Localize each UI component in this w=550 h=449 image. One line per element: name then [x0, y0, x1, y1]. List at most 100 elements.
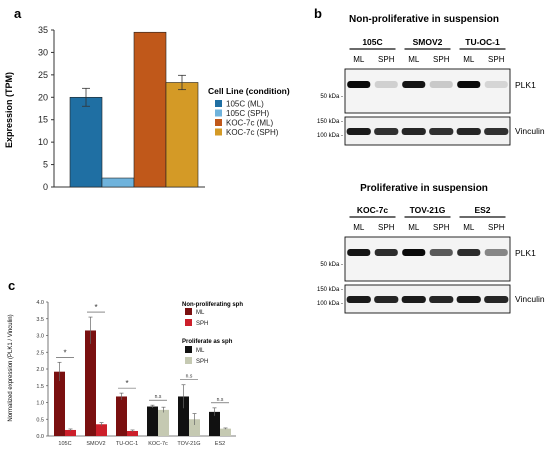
- panel-c-significance-mark: *: [94, 303, 97, 312]
- panel-c-y-tick-label: 3.0: [36, 334, 44, 340]
- panel-label-a: a: [14, 6, 22, 21]
- blot-plk1-band: [484, 249, 508, 256]
- blot-plk1-band: [429, 249, 453, 256]
- blot-vinculin-band: [429, 296, 454, 303]
- blot-lane-label: ML: [408, 223, 420, 232]
- blot-plk1-band: [457, 249, 481, 256]
- panel-c-legend-swatch: [185, 308, 192, 315]
- panel-c-x-tick-label: SMOV2: [86, 441, 105, 447]
- blot-marker-150kda: 150 kDa -: [317, 287, 343, 293]
- blot-vinculin-band: [456, 296, 481, 303]
- blot-marker-100kda: 100 kDa -: [317, 133, 343, 139]
- panel-c-bar: [209, 411, 220, 436]
- blot-plk1-band: [347, 249, 371, 256]
- panel-c-significance-mark: n.s: [186, 374, 193, 380]
- panel-a-legend-swatch: [215, 109, 222, 117]
- panel-a-legend-swatch: [215, 119, 222, 126]
- blot-lane-label: ML: [408, 55, 420, 64]
- blot-vinculin-band: [484, 128, 509, 135]
- panel-c-bar: [220, 428, 231, 436]
- panel-a-bar: [165, 82, 199, 188]
- blot-plk1-band: [402, 81, 426, 88]
- panel-c-bar: [116, 396, 127, 436]
- blot-plk1-band: [374, 81, 398, 88]
- blot-cell-line-label: 105C: [362, 37, 382, 47]
- panel-c-x-tick-label: KOC-7c: [148, 441, 168, 447]
- blot-plk1-band: [484, 81, 508, 88]
- panel-a-legend-label: KOC-7c (SPH): [226, 128, 279, 137]
- panel-c-significance-mark: *: [125, 379, 128, 388]
- panel-a-legend-title: Cell Line (condition): [208, 86, 290, 96]
- blot-lane-label: SPH: [488, 223, 505, 232]
- panel-a-y-tick-label: 30: [38, 47, 48, 57]
- blot-plk1-band: [374, 249, 398, 256]
- panel-a-y-tick-label: 0: [43, 182, 48, 192]
- panel-a-y-tick-label: 5: [43, 160, 48, 170]
- blot-marker-50kda: 50 kDa -: [320, 94, 343, 100]
- blot-lane-label: SPH: [378, 223, 395, 232]
- blot-lane-label: SPH: [433, 55, 450, 64]
- panel-a-bar: [69, 96, 103, 188]
- panel-c-legend-label: SPH: [196, 321, 208, 327]
- blot-vinculin-band: [484, 296, 509, 303]
- blot-lane-label: SPH: [433, 223, 450, 232]
- panel-c-bar: [54, 371, 65, 436]
- panel-c-significance-mark: *: [63, 348, 66, 357]
- blot-vinculin-band: [429, 128, 454, 135]
- panel-c-y-tick-label: 0.5: [36, 417, 44, 423]
- blot-plk1-membrane: [344, 68, 511, 114]
- panel-c-legend-swatch: [185, 346, 192, 353]
- panel-c-y-tick-label: 1.5: [36, 384, 44, 390]
- blot-vinculin-band: [346, 296, 371, 303]
- blot-vinculin-band: [374, 296, 399, 303]
- blot-marker-150kda: 150 kDa -: [317, 119, 343, 125]
- blot-plk1-label: PLK1: [515, 80, 536, 90]
- blot-cell-line-label: SMOV2: [413, 37, 443, 47]
- blot-vinculin-label: Vinculin: [515, 126, 545, 136]
- panel-a-chart: Expression (TPM) 0 5 10 15 20 25 30 35 Cell Lin…: [4, 25, 290, 192]
- panel-c-y-tick-label: 1.0: [36, 401, 44, 407]
- panel-c-x-tick-label: TU-OC-1: [116, 441, 138, 447]
- blot-lane-label: SPH: [488, 55, 505, 64]
- blot-lane-label: ML: [463, 55, 475, 64]
- panel-c-chart: Normalized expression (PLK1 / Vinculin) …: [8, 300, 243, 447]
- panel-b-western-blots: Non-proliferative in suspension Prolifer…: [317, 14, 545, 314]
- panel-c-bar: [65, 429, 76, 436]
- panel-c-bar: [147, 406, 158, 436]
- blot-cell-line-label: TU-OC-1: [465, 37, 500, 47]
- panel-label-b: b: [314, 6, 322, 21]
- panel-c-legend-title-2: Proliferate as sph: [182, 339, 233, 345]
- panel-a-legend-label: 105C (SPH): [226, 109, 269, 118]
- panel-c-legend-label: SPH: [196, 359, 208, 365]
- blot-vinculin-membrane: [344, 116, 511, 146]
- blot-plk1-band: [429, 81, 453, 88]
- blot-plk1-membrane: [344, 236, 511, 282]
- panel-a-y-tick-label: 10: [38, 137, 48, 147]
- blot-marker-100kda: 100 kDa -: [317, 301, 343, 307]
- panel-c-y-tick-label: 2.5: [36, 350, 44, 356]
- blot-plk1-band: [457, 81, 481, 88]
- blot-vinculin-label: Vinculin: [515, 294, 545, 304]
- blot-lane-label: SPH: [378, 55, 395, 64]
- panel-c-legend-label: ML: [196, 348, 205, 354]
- blot-bottom-title: Proliferative in suspension: [360, 183, 488, 194]
- panel-c-legend-swatch: [185, 357, 192, 364]
- panel-label-c: c: [8, 278, 15, 293]
- panel-c-y-tick-label: 4.0: [36, 300, 44, 306]
- panel-a-legend-swatch: [215, 100, 222, 107]
- panel-c-significance-mark: n.s: [217, 397, 224, 403]
- blot-plk1-band: [347, 81, 371, 88]
- blot-vinculin-band: [401, 128, 426, 135]
- panel-a-bar: [101, 177, 135, 188]
- blot-plk1-band: [402, 249, 426, 256]
- blot-vinculin-band: [456, 128, 481, 135]
- panel-c-legend-swatch: [185, 319, 192, 326]
- panel-c-bar: [85, 330, 96, 436]
- panel-c-bar: [96, 424, 107, 436]
- panel-c-significance-mark: n.s: [155, 394, 162, 400]
- panel-c-bar: [189, 419, 200, 436]
- panel-a-legend-label: 105C (ML): [226, 100, 264, 109]
- panel-c-y-tick-label: 2.0: [36, 367, 44, 373]
- blot-marker-50kda: 50 kDa -: [320, 262, 343, 268]
